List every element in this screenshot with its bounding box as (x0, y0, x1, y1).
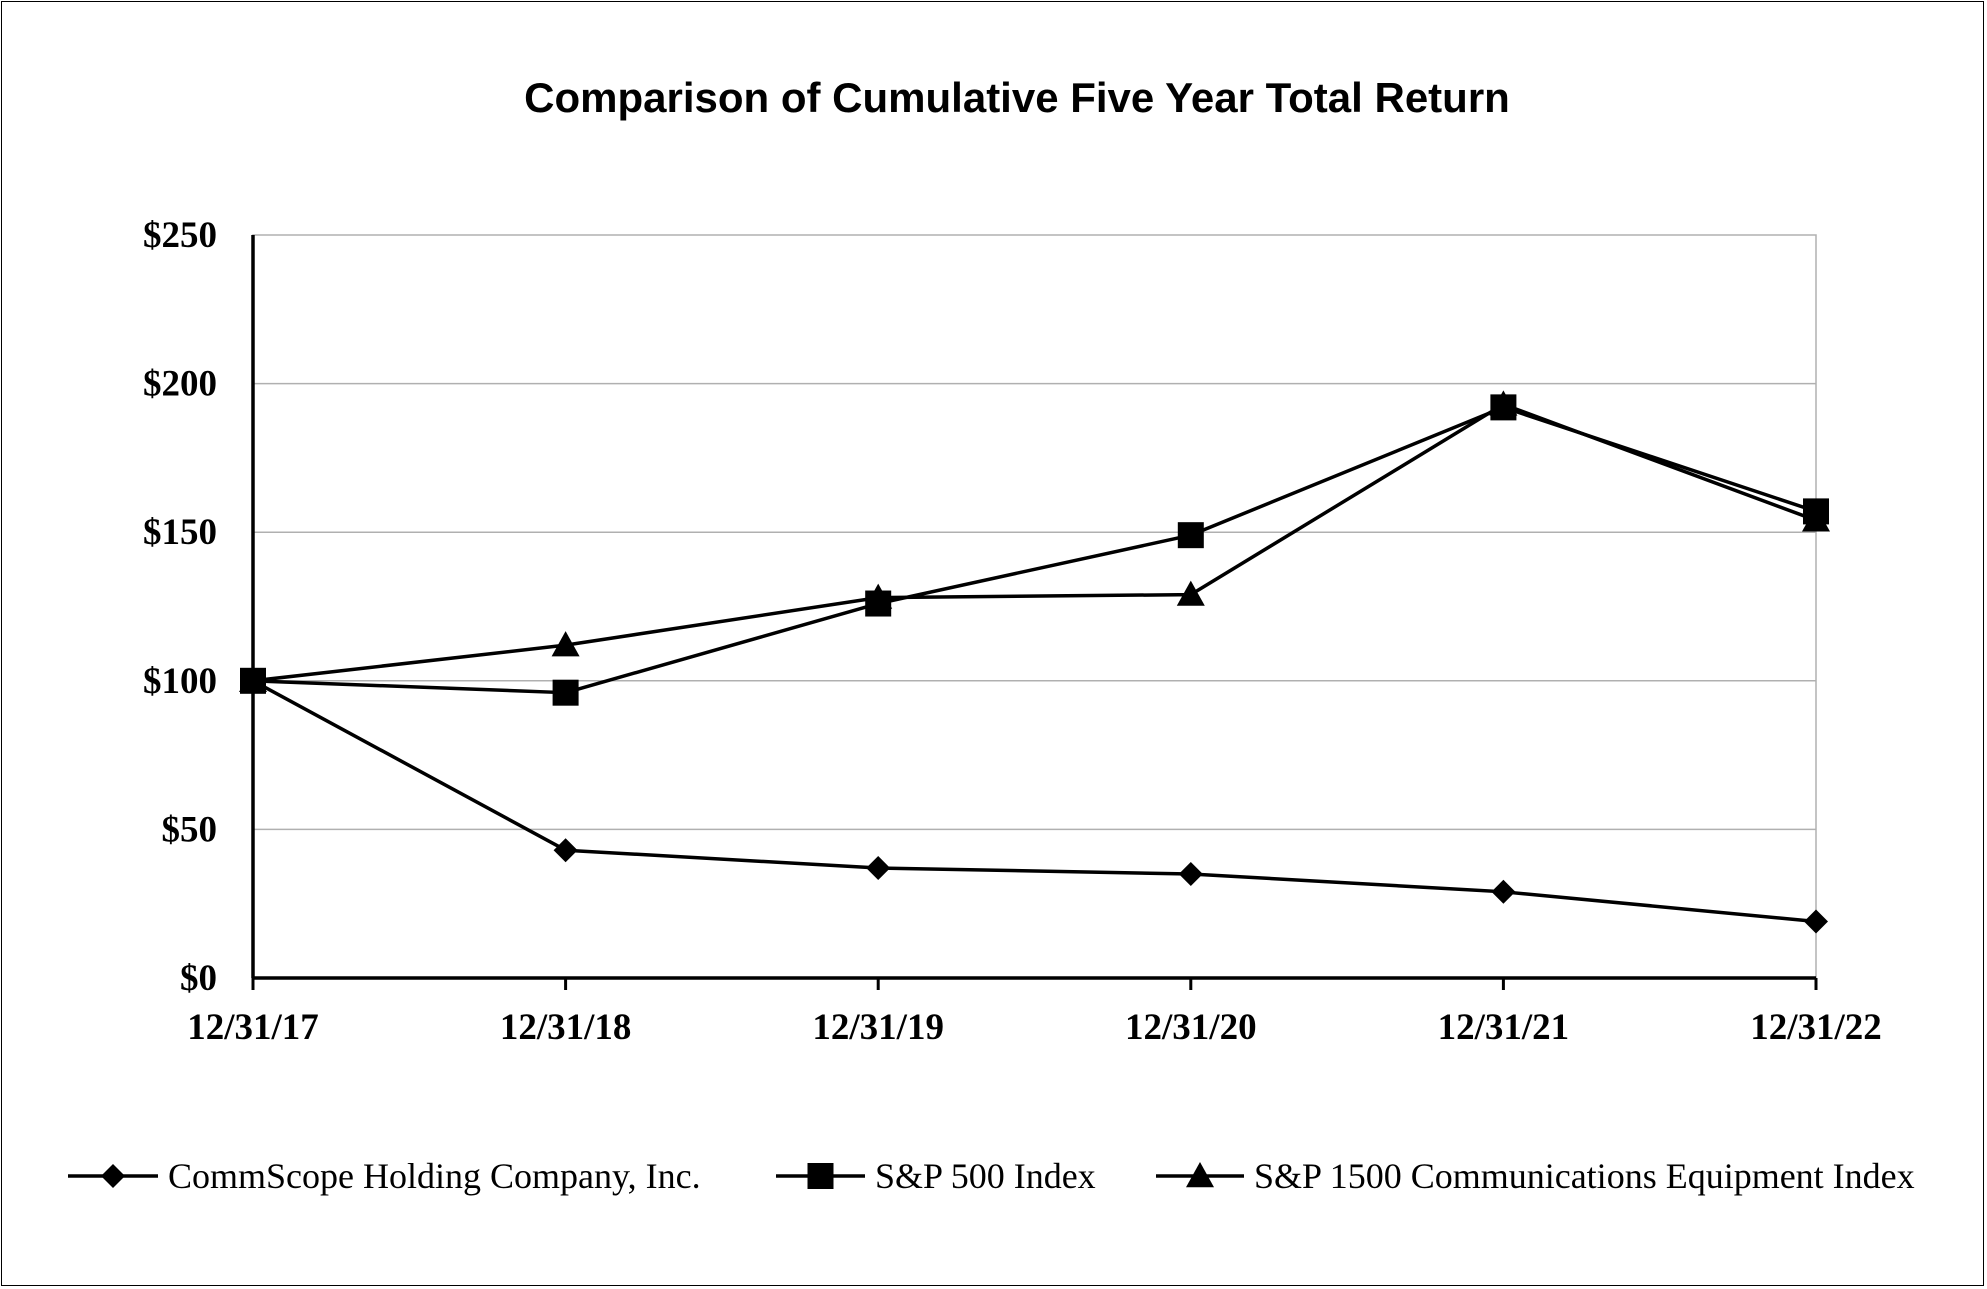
legend-square-marker (807, 1163, 834, 1189)
diamond-point (1178, 861, 1203, 886)
square-point (1177, 522, 1204, 549)
series-lines (239, 390, 1830, 934)
series-line (252, 402, 1817, 683)
square-point (552, 679, 579, 706)
legend-triangle-marker (1186, 1162, 1214, 1188)
y-tick-label: $0 (180, 958, 217, 999)
y-axis-ticks: $0 $50 $100 $150 $200 $250 (143, 215, 217, 999)
x-tick-label: 12/31/22 (1750, 1007, 1882, 1048)
legend-label: S&P 1500 Communications Equipment Index (1254, 1156, 1915, 1196)
triangle-point (864, 583, 893, 609)
triangle-point (1802, 506, 1830, 532)
legend-item: CommScope Holding Company, Inc. (68, 1156, 701, 1196)
triangle-point (1489, 390, 1518, 416)
triangle-point (239, 666, 267, 692)
series-2 (240, 394, 1829, 706)
triangle-point (551, 631, 580, 657)
series-1 (241, 668, 1828, 934)
grid-lines (252, 234, 1817, 979)
diamond-point (553, 838, 578, 863)
diamond-point (1804, 909, 1828, 934)
series-line (252, 405, 1817, 695)
x-tick-label: 12/31/21 (1438, 1007, 1570, 1048)
diamond-point (866, 856, 891, 881)
legend-item: S&P 1500 Communications Equipment Index (1156, 1156, 1915, 1196)
series-3 (239, 390, 1830, 692)
legend-diamond-marker (101, 1164, 125, 1188)
y-tick-label: $150 (143, 512, 217, 553)
x-axis-ticks: 12/31/17 12/31/18 12/31/19 12/31/20 12/31/21… (187, 978, 1882, 1048)
legend-label: CommScope Holding Company, Inc. (168, 1156, 701, 1196)
series-line (252, 679, 1817, 924)
legend-label: S&P 500 Index (875, 1156, 1096, 1196)
legend: CommScope Holding Company, Inc. S&P 500 I… (68, 1156, 1915, 1196)
y-tick-label: $200 (143, 364, 217, 405)
x-tick-label: 12/31/17 (187, 1007, 319, 1048)
triangle-point (1176, 580, 1205, 606)
x-tick-label: 12/31/18 (500, 1007, 632, 1048)
diamond-point (1491, 879, 1516, 904)
y-tick-label: $250 (143, 215, 217, 256)
x-tick-label: 12/31/19 (812, 1007, 944, 1048)
legend-item: S&P 500 Index (776, 1156, 1096, 1196)
y-tick-label: $100 (143, 661, 217, 702)
plot-area-border (252, 234, 1817, 979)
axes (251, 235, 1816, 980)
y-tick-label: $50 (162, 809, 218, 850)
x-tick-label: 12/31/20 (1125, 1007, 1257, 1048)
chart-title: Comparison of Cumulative Five Year Total… (524, 74, 1510, 121)
